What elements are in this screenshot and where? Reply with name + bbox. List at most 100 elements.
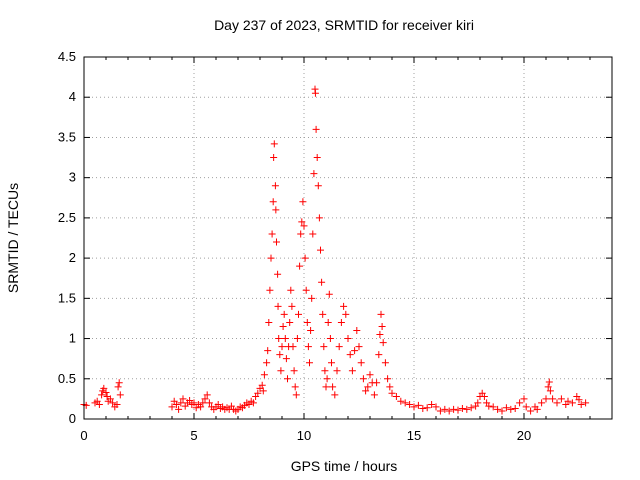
data-point (410, 403, 418, 411)
data-point (299, 198, 307, 206)
data-point (553, 399, 561, 407)
data-point (274, 270, 282, 278)
data-point (401, 399, 409, 407)
data-point (315, 214, 323, 222)
data-point (406, 401, 414, 409)
data-point (480, 392, 488, 400)
data-point (557, 395, 565, 403)
chart-title: Day 237 of 2023, SRMTID for receiver kir… (214, 17, 474, 33)
data-point (308, 294, 316, 302)
data-point (337, 318, 345, 326)
data-point (355, 343, 363, 351)
data-point (295, 310, 302, 318)
data-point (377, 310, 385, 318)
x-tick-label: 20 (517, 428, 531, 443)
data-point (414, 401, 422, 409)
data-point (370, 391, 378, 399)
data-point (282, 355, 290, 363)
data-point (306, 359, 313, 367)
data-point (292, 391, 300, 399)
x-axis-label: GPS time / hours (291, 458, 398, 474)
data-point (373, 379, 381, 387)
data-point (270, 154, 278, 162)
data-point (279, 322, 287, 330)
data-point (289, 343, 297, 351)
data-point (100, 384, 108, 392)
axis-ticks (83, 56, 612, 420)
data-point (303, 318, 311, 326)
y-tick-label: 4.5 (58, 49, 76, 64)
data-point (326, 335, 334, 343)
data-point (115, 379, 123, 387)
data-point (538, 399, 546, 407)
data-point (353, 327, 361, 335)
data-point (498, 407, 506, 415)
data-point (364, 383, 372, 391)
data-point (102, 388, 110, 396)
data-point (280, 310, 288, 318)
data-point (450, 405, 458, 413)
data-point (357, 359, 365, 367)
data-point (397, 397, 405, 405)
data-point (317, 246, 324, 254)
data-point (379, 339, 387, 347)
x-tick-label: 10 (297, 428, 311, 443)
data-point (281, 335, 289, 343)
x-tick-labels: 0 5 10 15 20 (80, 428, 531, 443)
data-point (474, 399, 482, 407)
data-point (168, 403, 176, 411)
data-point (458, 405, 466, 413)
data-point (331, 391, 339, 399)
data-point (335, 343, 343, 351)
data-point (296, 262, 304, 270)
data-point (314, 182, 322, 190)
data-point (348, 367, 356, 375)
data-point (278, 343, 286, 351)
data-point (432, 403, 440, 411)
data-point (287, 286, 295, 294)
plot-frame (83, 56, 613, 420)
data-point (340, 302, 348, 310)
data-point (98, 391, 106, 399)
data-point (527, 407, 535, 415)
data-point (175, 405, 183, 413)
data-point (318, 278, 326, 286)
x-tick-label: 5 (190, 428, 197, 443)
data-point (95, 401, 103, 409)
data-point (333, 367, 341, 375)
y-tick-label: 0 (69, 411, 76, 426)
data-point (249, 399, 257, 407)
data-point (284, 375, 291, 383)
data-point (269, 198, 277, 206)
data-point (197, 403, 205, 411)
data-point (467, 404, 475, 412)
data-point (328, 359, 335, 367)
data-point (199, 399, 207, 407)
data-point (376, 331, 384, 339)
y-tick-label: 2.5 (58, 210, 76, 225)
y-tick-labels: 0 0.5 1 1.5 2 2.5 3 3.5 4 4.5 (58, 49, 76, 426)
data-point (320, 343, 328, 351)
data-point (288, 302, 296, 310)
data-point (259, 387, 267, 395)
data-point (310, 170, 318, 178)
data-point (201, 395, 209, 403)
data-point (454, 406, 462, 414)
data-point (298, 218, 306, 226)
y-tick-label: 3 (69, 170, 76, 185)
data-point (271, 182, 279, 190)
data-point (304, 343, 312, 351)
data-point (293, 335, 301, 343)
data-point (545, 378, 553, 386)
data-point (321, 367, 329, 375)
data-point (286, 318, 294, 326)
data-point (511, 405, 519, 413)
data-point (268, 230, 276, 238)
data-point (445, 407, 453, 415)
data-point (203, 391, 211, 399)
data-point (441, 405, 449, 413)
data-point (520, 395, 528, 403)
data-point (324, 318, 332, 326)
data-point (575, 396, 583, 404)
data-point (109, 399, 117, 407)
